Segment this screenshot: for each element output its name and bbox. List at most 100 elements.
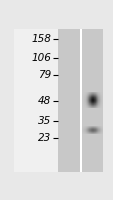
Bar	[91, 132, 92, 133]
Bar	[99, 127, 100, 128]
Bar	[100, 131, 101, 132]
Bar	[100, 93, 101, 94]
Bar	[85, 94, 86, 95]
Bar	[101, 132, 102, 133]
Bar	[100, 133, 101, 134]
Bar	[82, 104, 83, 105]
Bar	[100, 128, 101, 129]
Bar	[94, 128, 95, 129]
Bar	[97, 132, 98, 133]
Bar	[97, 93, 98, 94]
Bar	[84, 95, 85, 96]
Bar	[92, 130, 93, 131]
Bar	[87, 129, 88, 130]
Bar	[86, 127, 87, 128]
Bar	[102, 99, 103, 100]
Bar	[83, 133, 84, 134]
Bar	[85, 130, 86, 131]
Bar	[90, 98, 91, 99]
Bar	[84, 104, 85, 105]
Bar	[83, 103, 84, 104]
Bar	[101, 92, 102, 93]
Bar	[100, 128, 101, 129]
Bar	[94, 126, 95, 127]
Bar	[99, 132, 100, 133]
Bar	[85, 130, 86, 131]
Bar	[97, 107, 98, 108]
Bar	[86, 128, 87, 129]
Bar	[102, 92, 103, 93]
Bar	[87, 98, 88, 99]
Bar	[99, 94, 100, 95]
Bar	[85, 104, 86, 105]
Bar	[85, 133, 86, 134]
Bar	[85, 92, 86, 93]
Bar	[90, 106, 91, 107]
Bar	[96, 129, 97, 130]
Bar	[92, 127, 93, 128]
Bar	[93, 102, 94, 103]
Bar	[85, 130, 86, 131]
Bar	[97, 105, 98, 106]
Bar	[95, 98, 96, 99]
Bar	[84, 92, 85, 93]
Bar	[82, 92, 83, 93]
Bar	[82, 99, 83, 100]
Bar	[85, 99, 86, 100]
Bar	[91, 133, 92, 134]
Bar	[99, 96, 100, 97]
Bar	[96, 98, 97, 99]
Bar	[93, 99, 94, 100]
Bar	[90, 131, 91, 132]
Bar	[96, 128, 97, 129]
Bar	[89, 93, 90, 94]
Bar	[84, 133, 85, 134]
Bar	[82, 92, 83, 93]
Bar	[82, 126, 83, 127]
Bar	[99, 133, 100, 134]
Bar	[84, 107, 85, 108]
Bar	[94, 126, 95, 127]
Bar	[100, 95, 101, 96]
Bar	[83, 104, 84, 105]
Bar	[86, 106, 87, 107]
Bar	[100, 133, 101, 134]
Bar	[101, 98, 102, 99]
Bar	[102, 93, 103, 94]
Bar	[85, 97, 86, 98]
Bar	[89, 96, 90, 97]
Bar	[100, 133, 101, 134]
Bar	[98, 130, 99, 131]
Bar	[82, 131, 83, 132]
Bar	[85, 92, 86, 93]
Bar	[100, 93, 101, 94]
Bar	[93, 95, 94, 96]
Bar	[86, 127, 87, 128]
Bar	[98, 129, 99, 130]
Bar	[97, 104, 98, 105]
Bar	[90, 130, 91, 131]
Bar	[88, 104, 89, 105]
Bar	[84, 99, 85, 100]
Bar	[90, 100, 91, 101]
Bar	[94, 101, 95, 102]
Bar	[99, 105, 100, 106]
Bar	[86, 132, 87, 133]
Bar	[82, 100, 83, 101]
Bar	[96, 99, 97, 100]
Bar	[84, 133, 85, 134]
Bar	[101, 126, 102, 127]
Bar	[101, 104, 102, 105]
Bar	[86, 102, 87, 103]
Bar	[89, 104, 90, 105]
Bar	[89, 130, 90, 131]
Bar	[96, 126, 97, 127]
Bar	[86, 99, 87, 100]
Bar	[102, 131, 103, 132]
Bar	[101, 93, 102, 94]
Bar	[88, 126, 89, 127]
Bar	[84, 129, 85, 130]
Bar	[82, 101, 83, 102]
Bar	[98, 95, 99, 96]
Bar	[86, 94, 87, 95]
